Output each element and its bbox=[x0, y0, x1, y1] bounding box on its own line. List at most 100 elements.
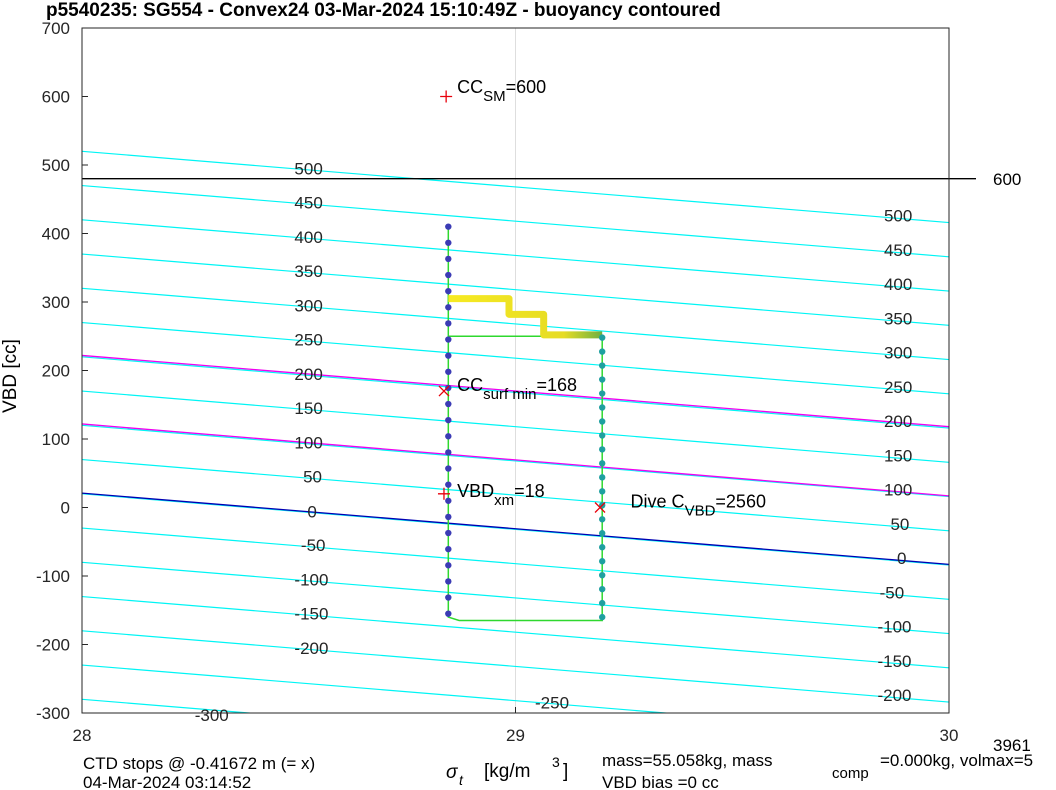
y-tick-label: 200 bbox=[42, 362, 70, 381]
annotations: CCSM=600 CCsurf min=168 VBDxm=18 Dive CVBD=… bbox=[457, 77, 766, 519]
contour-label-left: 50 bbox=[303, 468, 322, 487]
contour-label-left: -300 bbox=[195, 706, 229, 725]
descent-dot bbox=[445, 320, 452, 327]
contour-label-left: 150 bbox=[294, 399, 322, 418]
contour-label-left: 500 bbox=[294, 159, 322, 178]
descent-dot bbox=[445, 578, 452, 585]
x-tick-label: 28 bbox=[73, 726, 92, 745]
footer-vbd-bias: VBD bias =0 cc bbox=[602, 773, 719, 790]
contour-line bbox=[82, 219, 949, 292]
contour-line bbox=[82, 561, 949, 635]
footer-mass-rest: =0.000kg, volmax=5 bbox=[880, 751, 1033, 770]
y-tick-label: 400 bbox=[42, 225, 70, 244]
descent-dot bbox=[445, 545, 452, 553]
descent-dot bbox=[445, 336, 452, 343]
ascent-dot bbox=[599, 558, 606, 565]
contour-line bbox=[82, 527, 949, 600]
ascent-dot bbox=[599, 488, 606, 495]
ascent-dot bbox=[599, 460, 606, 467]
y-tick-label: 700 bbox=[42, 19, 70, 38]
contour-label-left: 350 bbox=[294, 262, 322, 281]
contour-label-right: 500 bbox=[884, 207, 912, 226]
x-axis-unit-sup: 3 bbox=[552, 754, 560, 770]
contour-line bbox=[82, 493, 949, 566]
contour-label-right: 450 bbox=[884, 241, 912, 260]
descent-dot bbox=[445, 255, 452, 263]
annotation: Dive CVBD=2560 bbox=[631, 492, 766, 520]
footer-mass-sub: comp bbox=[832, 765, 869, 782]
contour-line bbox=[82, 287, 949, 361]
ascent-dot bbox=[599, 516, 606, 523]
contour-label-left: 400 bbox=[294, 228, 322, 247]
ascent-dot bbox=[599, 432, 606, 439]
reference-lines bbox=[82, 178, 949, 566]
contour-label-right: -200 bbox=[877, 686, 911, 705]
descent-dot bbox=[445, 513, 452, 521]
descent-dot bbox=[445, 239, 452, 246]
plus-marker bbox=[440, 90, 453, 103]
ascent-dot bbox=[599, 599, 606, 607]
contour-label-right: 350 bbox=[884, 309, 912, 328]
ascent-dot bbox=[599, 390, 606, 397]
footer-right-value: 3961 bbox=[993, 736, 1031, 755]
descent-dot bbox=[445, 465, 452, 472]
contour-line bbox=[82, 253, 949, 326]
x-marker bbox=[438, 385, 450, 397]
magenta-contour-line bbox=[82, 423, 949, 497]
contour-line bbox=[82, 424, 949, 498]
contour-label-left: -250 bbox=[535, 694, 569, 713]
ascent-dot bbox=[599, 585, 606, 593]
contour-label-left: 0 bbox=[307, 503, 316, 522]
contour-line bbox=[82, 664, 673, 713]
y-tick-label: -300 bbox=[36, 704, 70, 723]
x-axis-unit-close: ] bbox=[563, 761, 568, 782]
ascent-dot bbox=[599, 613, 606, 621]
contour-label-left: 450 bbox=[294, 194, 322, 213]
x-axis-label: σ t [kg/m 3 ] bbox=[446, 754, 568, 788]
descent-dot bbox=[445, 529, 452, 537]
x-marker bbox=[594, 502, 606, 513]
footer: CTD stops @ -0.41672 m (= x) 04-Mar-2024… bbox=[83, 736, 1033, 790]
reference-line-label: 600 bbox=[993, 170, 1021, 189]
markers bbox=[437, 90, 976, 513]
descent-dot bbox=[445, 416, 452, 424]
footer-mass: mass=55.058kg, mass bbox=[602, 751, 773, 770]
contour-label-right: 0 bbox=[897, 549, 906, 568]
y-tick-label: 0 bbox=[61, 499, 70, 518]
y-tick-label: -200 bbox=[36, 636, 70, 655]
y-tick-label: -100 bbox=[36, 567, 70, 586]
contour-label-left: -50 bbox=[301, 536, 326, 555]
neutral-buoyancy-line bbox=[82, 492, 949, 566]
contour-label-right: -100 bbox=[877, 618, 911, 637]
contour-label-left: 100 bbox=[294, 433, 322, 452]
x-tick-label: 30 bbox=[940, 726, 959, 745]
contour-label-right: 250 bbox=[884, 378, 912, 397]
plus-marker bbox=[437, 487, 450, 500]
x-tick-label: 29 bbox=[506, 726, 525, 745]
y-tick-label: 500 bbox=[42, 156, 70, 175]
ascent-dot bbox=[599, 376, 606, 383]
contour-label-right: 150 bbox=[884, 446, 912, 465]
contour-line bbox=[82, 595, 949, 669]
contour-line bbox=[82, 150, 949, 224]
contour-line bbox=[82, 698, 257, 713]
descent-dot bbox=[445, 271, 452, 279]
contour-label-right: 400 bbox=[884, 275, 912, 294]
descent-dot bbox=[445, 562, 452, 569]
descent-dot bbox=[445, 400, 452, 408]
chart-title: p5540235: SG554 - Convex24 03-Mar-2024 1… bbox=[46, 0, 721, 21]
contour-label-right: -50 bbox=[880, 583, 905, 602]
contour-line bbox=[82, 630, 949, 703]
yellow-steps bbox=[448, 295, 603, 339]
annotation: CCSM=600 bbox=[457, 77, 546, 105]
ascent-dot bbox=[599, 362, 606, 369]
ascent-dot bbox=[599, 544, 606, 551]
contour-label-right: 100 bbox=[884, 481, 912, 500]
ascent-dot bbox=[599, 334, 606, 341]
contour-label-left: 250 bbox=[294, 331, 322, 350]
descent-dot bbox=[445, 287, 452, 295]
descent-dot bbox=[445, 352, 452, 359]
contour-line bbox=[82, 184, 949, 258]
